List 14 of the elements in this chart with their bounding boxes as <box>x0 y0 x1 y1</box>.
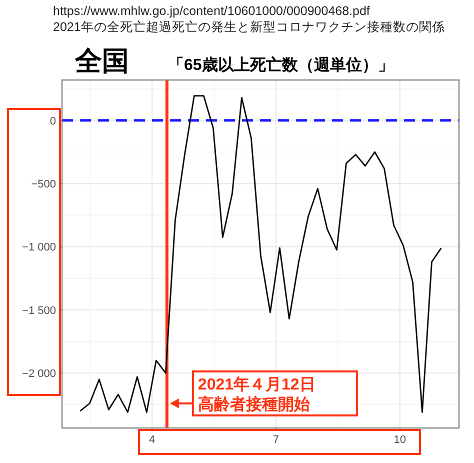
chart-title: 全国 <box>74 46 129 76</box>
x-tick-label: 4 <box>148 434 156 446</box>
y-tick-label: −2 000 <box>22 368 56 380</box>
y-tick-label: −1 500 <box>22 304 56 317</box>
annotation: 2021年４月12日高齢者接種開始 <box>198 375 316 414</box>
y-tick-label: −500 <box>31 178 56 191</box>
y-tick-label: −1 000 <box>22 242 56 254</box>
x-tick-label: 10 <box>394 434 406 446</box>
text: 2021年の全死亡超過死亡の発生と新型コロナワクチン接種数の関係 <box>53 19 445 34</box>
x-tick-label: 7 <box>272 434 280 446</box>
text: https://www.mhlw.go.jp/content/10601000/000900468.pdf <box>53 4 370 18</box>
chart-subtitle: 「65歳以上死亡数（週単位）」 <box>168 55 394 74</box>
y-tick-label: 0 <box>50 115 56 128</box>
line-series <box>79 95 442 413</box>
